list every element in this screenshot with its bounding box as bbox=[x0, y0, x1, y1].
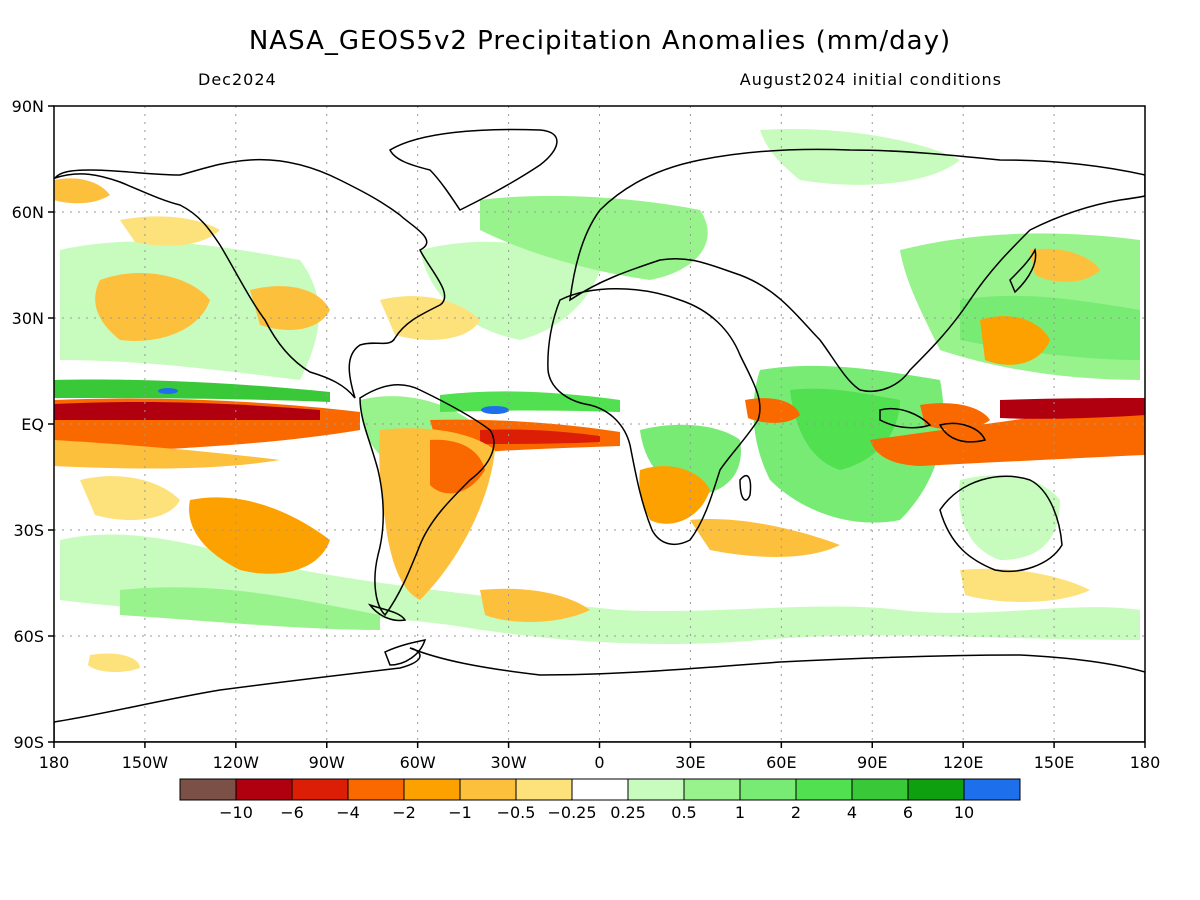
colorbar-label: −2 bbox=[392, 803, 416, 822]
colorbar-swatch bbox=[515, 778, 573, 801]
colorbar-label: 2 bbox=[791, 803, 801, 822]
colorbar bbox=[179, 778, 1021, 801]
latitude-axis: 90N 60N 30N EQ 30S 60S 90S bbox=[12, 97, 54, 752]
colorbar-label: −0.25 bbox=[547, 803, 596, 822]
colorbar-label: −4 bbox=[336, 803, 360, 822]
colorbar-label: −6 bbox=[280, 803, 304, 822]
lat-label: 60S bbox=[13, 627, 44, 646]
colorbar-swatch bbox=[963, 778, 1021, 801]
colorbar-swatch bbox=[739, 778, 797, 801]
valid-month-label: Dec2024 bbox=[198, 70, 277, 89]
lat-label: 90N bbox=[12, 97, 44, 116]
lat-label: 60N bbox=[12, 203, 44, 222]
colorbar-label: 1 bbox=[735, 803, 745, 822]
colorbar-label: 0.25 bbox=[610, 803, 646, 822]
colorbar-swatch bbox=[179, 778, 237, 801]
colorbar-swatch bbox=[459, 778, 517, 801]
colorbar-swatch bbox=[851, 778, 909, 801]
lat-label: 30S bbox=[13, 521, 44, 540]
lon-label: 60W bbox=[400, 753, 436, 772]
lon-label: 90W bbox=[309, 753, 345, 772]
lon-label: 120E bbox=[943, 753, 984, 772]
colorbar-label: 0.5 bbox=[671, 803, 696, 822]
colorbar-label: −1 bbox=[448, 803, 472, 822]
lon-label: 0 bbox=[594, 753, 604, 772]
coastlines bbox=[54, 128, 1145, 742]
colorbar-label: −0.5 bbox=[497, 803, 536, 822]
colorbar-swatch bbox=[795, 778, 853, 801]
lat-label: 90S bbox=[13, 733, 44, 752]
lon-label: 180 bbox=[39, 753, 70, 772]
colorbar-swatch bbox=[907, 778, 965, 801]
colorbar-label: −10 bbox=[219, 803, 253, 822]
colorbar-swatch bbox=[403, 778, 461, 801]
initial-conditions-label: August2024 initial conditions bbox=[739, 70, 1002, 89]
colorbar-label: 4 bbox=[847, 803, 857, 822]
lon-label: 30W bbox=[490, 753, 526, 772]
lon-label: 150E bbox=[1034, 753, 1075, 772]
longitude-axis: 180 150W 120W 90W 60W 30W 0 30E 60E 90E 120E 150E 18… bbox=[39, 742, 1161, 772]
colorbar-swatch bbox=[627, 778, 685, 801]
lat-label: 30N bbox=[12, 309, 44, 328]
lon-label: 90E bbox=[857, 753, 887, 772]
colorbar-swatch bbox=[683, 778, 741, 801]
colorbar-label: 6 bbox=[903, 803, 913, 822]
colorbar-labels: −10 −6 −4 −2 −1 −0.5 −0.25 0.25 0.5 1 2 4 6 10 bbox=[219, 803, 974, 822]
graticule bbox=[54, 106, 1145, 742]
colorbar-swatch bbox=[291, 778, 349, 801]
lat-label: EQ bbox=[21, 415, 44, 434]
lon-label: 60E bbox=[766, 753, 796, 772]
lon-label: 120W bbox=[213, 753, 260, 772]
colorbar-label: 10 bbox=[954, 803, 974, 822]
map-title: NASA_GEOS5v2 Precipitation Anomalies (mm… bbox=[248, 26, 952, 56]
lon-label: 150W bbox=[122, 753, 169, 772]
colorbar-swatch bbox=[571, 778, 629, 801]
colorbar-swatch bbox=[235, 778, 293, 801]
lon-label: 180 bbox=[1130, 753, 1161, 772]
lon-label: 30E bbox=[675, 753, 705, 772]
colorbar-swatch bbox=[347, 778, 405, 801]
